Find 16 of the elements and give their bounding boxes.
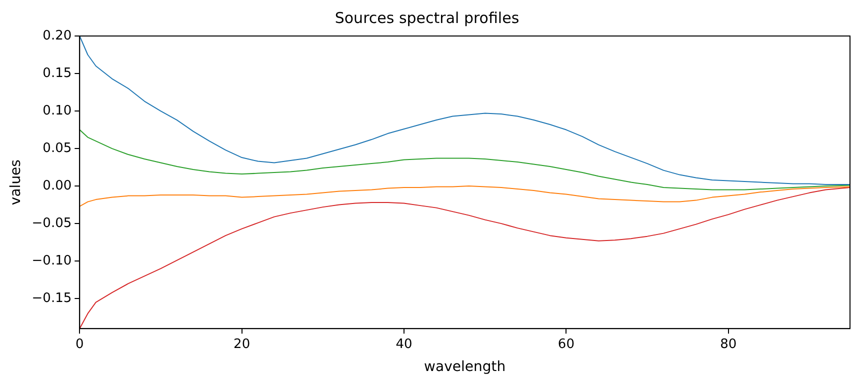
y-tick-label: −0.05 [32,216,72,231]
y-tick-label: 0.20 [42,28,72,44]
x-axis-title: wavelength [424,359,506,376]
x-tick-label: 60 [558,336,574,352]
y-axis-title: values [8,160,24,206]
x-tick-label: 80 [720,336,737,352]
y-tick-label: 0.00 [42,178,72,194]
x-tick-label: 20 [234,336,250,352]
y-tick-label: −0.10 [32,253,72,268]
chart-title: Sources spectral profiles [334,8,520,27]
y-tick-label: 0.05 [42,140,72,156]
x-tick-label: 0 [75,336,84,352]
x-tick-label: 40 [396,336,412,352]
y-tick-label: 0.15 [42,66,72,81]
y-tick-label: 0.10 [42,103,72,118]
y-tick-label: −0.15 [32,290,72,306]
